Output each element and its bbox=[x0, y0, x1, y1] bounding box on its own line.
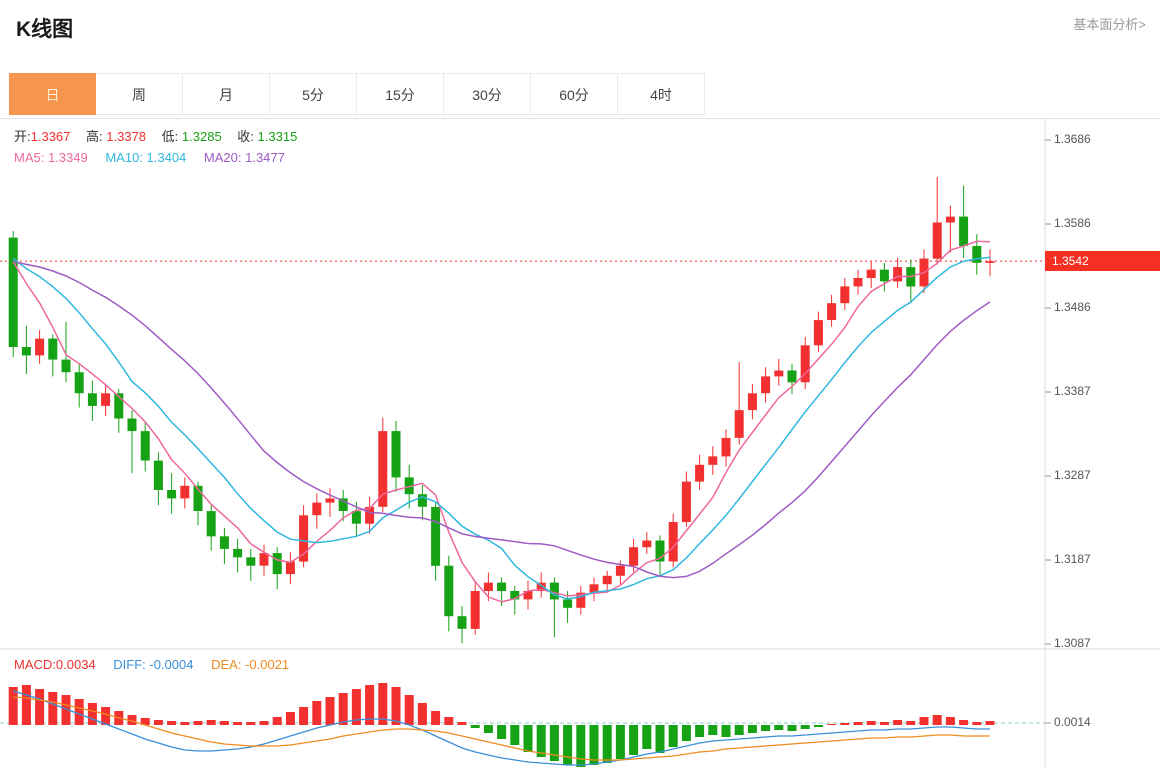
tab-month[interactable]: 月 bbox=[183, 73, 270, 115]
candlestick-chart[interactable] bbox=[0, 119, 1160, 768]
ma20-legend: MA20: 1.3477 bbox=[203, 150, 285, 165]
chart-section: 开:1.3367 高: 1.3378 低: 1.3285 收: 1.3315 M… bbox=[0, 118, 1160, 768]
diff-value: DIFF: -0.0004 bbox=[113, 657, 194, 672]
high-value: 1.3378 bbox=[106, 129, 147, 144]
macd-value: MACD:0.0034 bbox=[14, 657, 96, 672]
ma5-legend: MA5: 1.3349 bbox=[14, 150, 88, 165]
tab-day[interactable]: 日 bbox=[9, 73, 96, 115]
current-price-tag: 1.3542 bbox=[1045, 251, 1160, 272]
close-label: 收: bbox=[237, 129, 254, 144]
interval-tabs: 日 周 月 5分 15分 30分 60分 4时 bbox=[9, 73, 1160, 115]
tab-week[interactable]: 周 bbox=[96, 73, 183, 115]
header: K线图 基本面分析> bbox=[0, 0, 1160, 73]
ma-legend: MA5: 1.3349 MA10: 1.3404 MA20: 1.3477 bbox=[14, 150, 299, 165]
tab-5min[interactable]: 5分 bbox=[270, 73, 357, 115]
high-label: 高: bbox=[86, 129, 103, 144]
tab-30min[interactable]: 30分 bbox=[444, 73, 531, 115]
dea-value: DEA: -0.0021 bbox=[211, 657, 290, 672]
close-value: 1.3315 bbox=[257, 129, 298, 144]
open-value: 1.3367 bbox=[30, 129, 71, 144]
page-title: K线图 bbox=[16, 18, 74, 41]
tab-4hour[interactable]: 4时 bbox=[618, 73, 705, 115]
low-value: 1.3285 bbox=[181, 129, 222, 144]
fundamental-analysis-link[interactable]: 基本面分析> bbox=[1073, 17, 1146, 32]
low-label: 低: bbox=[161, 129, 179, 144]
macd-legend: MACD:0.0034 DIFF: -0.0004 DEA: -0.0021 bbox=[14, 657, 303, 672]
ma10-legend: MA10: 1.3404 bbox=[105, 150, 187, 165]
tab-60min[interactable]: 60分 bbox=[531, 73, 618, 115]
tab-15min[interactable]: 15分 bbox=[357, 73, 444, 115]
ohlc-legend: 开:1.3367 高: 1.3378 低: 1.3285 收: 1.3315 bbox=[14, 126, 309, 145]
open-label: 开: bbox=[14, 129, 31, 144]
macd-axis-label: 0.0014 bbox=[1054, 715, 1091, 729]
